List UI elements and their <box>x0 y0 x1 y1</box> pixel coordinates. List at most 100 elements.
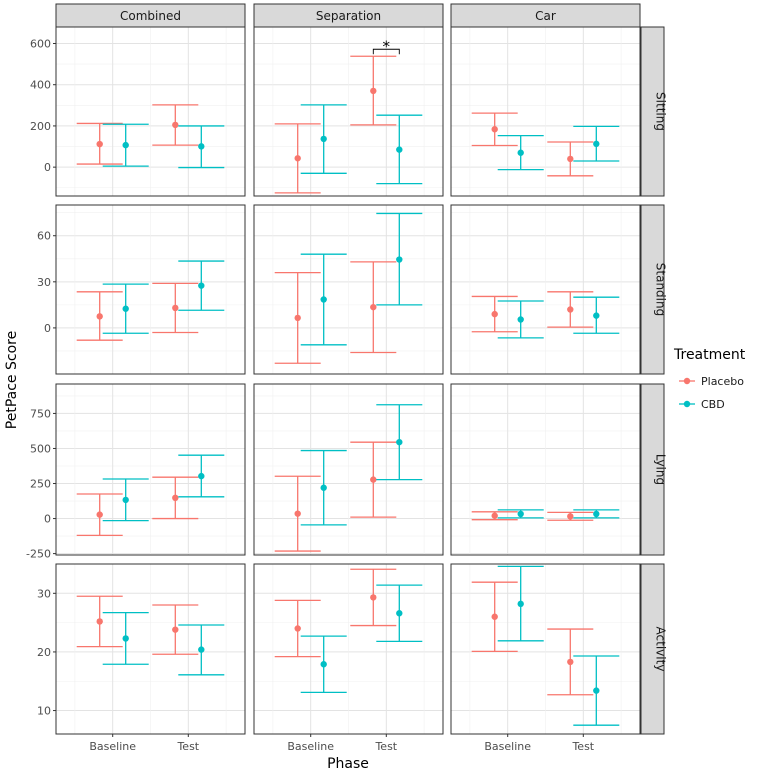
facet-strip-row <box>640 383 665 556</box>
panel-border <box>450 563 641 735</box>
mean-point-cbd <box>320 135 327 143</box>
y-tick-label: 500 <box>30 442 51 455</box>
mean-point-placebo <box>294 314 301 322</box>
mean-point-cbd <box>396 438 403 446</box>
mean-point-cbd <box>198 646 205 653</box>
panel-border <box>253 563 444 735</box>
y-tick-label: 0 <box>44 513 51 526</box>
mean-point-cbd <box>320 484 327 491</box>
y-axis-title: PetPace Score <box>4 331 20 429</box>
y-tick-label: 0 <box>44 322 51 335</box>
panel-border <box>55 204 246 375</box>
mean-point-placebo <box>294 510 301 517</box>
mean-point-cbd <box>198 282 205 289</box>
x-tick-label: Test <box>374 740 397 753</box>
x-tick-label: Test <box>571 740 594 753</box>
panel-border <box>253 383 444 556</box>
mean-point-placebo <box>172 304 179 312</box>
mean-point-placebo <box>294 625 301 632</box>
y-tick-label: 30 <box>37 276 51 289</box>
mean-point-cbd <box>122 141 129 149</box>
facet-strip-label: Standing <box>654 263 668 316</box>
mean-point-placebo <box>294 155 301 162</box>
mean-point-cbd <box>320 661 327 668</box>
mean-point-cbd <box>198 143 205 150</box>
mean-point-cbd <box>396 146 403 153</box>
mean-point-placebo <box>370 87 377 95</box>
mean-point-cbd <box>593 687 600 694</box>
mean-point-cbd <box>517 510 524 518</box>
mean-point-cbd <box>517 316 524 323</box>
legend-title: Treatment <box>673 347 746 363</box>
x-tick-label: Baseline <box>287 740 334 753</box>
mean-point-placebo <box>491 126 498 133</box>
mean-point-placebo <box>370 594 377 601</box>
facet-strip-row <box>640 204 665 375</box>
facet-strip-label: Sitting <box>654 92 668 131</box>
mean-point-placebo <box>172 121 179 129</box>
legend-key-point <box>683 377 691 385</box>
mean-point-placebo <box>370 476 377 483</box>
mean-point-cbd <box>396 610 403 617</box>
facet-strip-row <box>640 563 665 735</box>
mean-point-cbd <box>593 510 600 518</box>
panel-border <box>450 204 641 375</box>
mean-point-placebo <box>567 155 574 163</box>
facet-strip-row <box>640 26 665 197</box>
facet-strip-label: Activity <box>654 627 668 672</box>
y-tick-label: 400 <box>30 79 51 92</box>
panel-border <box>55 563 246 735</box>
y-tick-label: 750 <box>30 407 51 420</box>
panel-border <box>55 383 246 556</box>
y-tick-label: 20 <box>37 646 51 659</box>
mean-point-cbd <box>396 256 403 263</box>
y-tick-label: 30 <box>37 587 51 600</box>
mean-point-placebo <box>491 613 498 620</box>
mean-point-placebo <box>96 511 103 518</box>
facet-strip-label: Combined <box>120 9 181 23</box>
mean-point-cbd <box>122 305 129 312</box>
mean-point-placebo <box>491 310 498 318</box>
mean-point-placebo <box>172 626 179 633</box>
significance-label: * <box>383 37 391 55</box>
x-tick-label: Baseline <box>89 740 136 753</box>
y-tick-label: 250 <box>30 478 51 491</box>
mean-point-cbd <box>593 312 600 319</box>
y-tick-label: 10 <box>37 705 51 718</box>
mean-point-cbd <box>517 600 524 608</box>
y-tick-label: 600 <box>30 37 51 50</box>
mean-point-placebo <box>96 618 103 625</box>
facet-strip-label: Car <box>535 9 556 23</box>
significance-bracket <box>372 48 400 55</box>
mean-point-placebo <box>172 494 179 502</box>
x-tick-label: Test <box>176 740 199 753</box>
legend-label: Placebo <box>701 375 744 388</box>
mean-point-cbd <box>517 149 524 156</box>
legend-key-point <box>683 400 691 408</box>
mean-point-cbd <box>122 635 129 642</box>
mean-point-placebo <box>567 306 574 313</box>
y-tick-label: -250 <box>26 548 51 561</box>
mean-point-placebo <box>567 513 574 520</box>
y-tick-label: 200 <box>30 120 51 133</box>
mean-point-placebo <box>370 303 377 311</box>
y-tick-label: 60 <box>37 230 51 243</box>
mean-point-cbd <box>122 496 129 504</box>
x-axis-title: Phase <box>327 756 369 770</box>
mean-point-cbd <box>320 296 327 303</box>
panel-border <box>450 383 641 556</box>
mean-point-placebo <box>567 658 574 666</box>
mean-point-placebo <box>491 512 498 519</box>
facet-strip-column <box>55 3 246 28</box>
mean-point-placebo <box>96 140 103 148</box>
facet-strip-column <box>450 3 641 28</box>
facet-strip-label: Lying <box>654 454 668 485</box>
mean-point-cbd <box>198 472 205 480</box>
panel-border <box>253 204 444 375</box>
mean-point-placebo <box>96 313 103 320</box>
y-tick-label: 0 <box>44 161 51 174</box>
legend-label: CBD <box>701 398 725 411</box>
facet-strip-label: Separation <box>316 9 381 23</box>
mean-point-cbd <box>593 140 600 148</box>
